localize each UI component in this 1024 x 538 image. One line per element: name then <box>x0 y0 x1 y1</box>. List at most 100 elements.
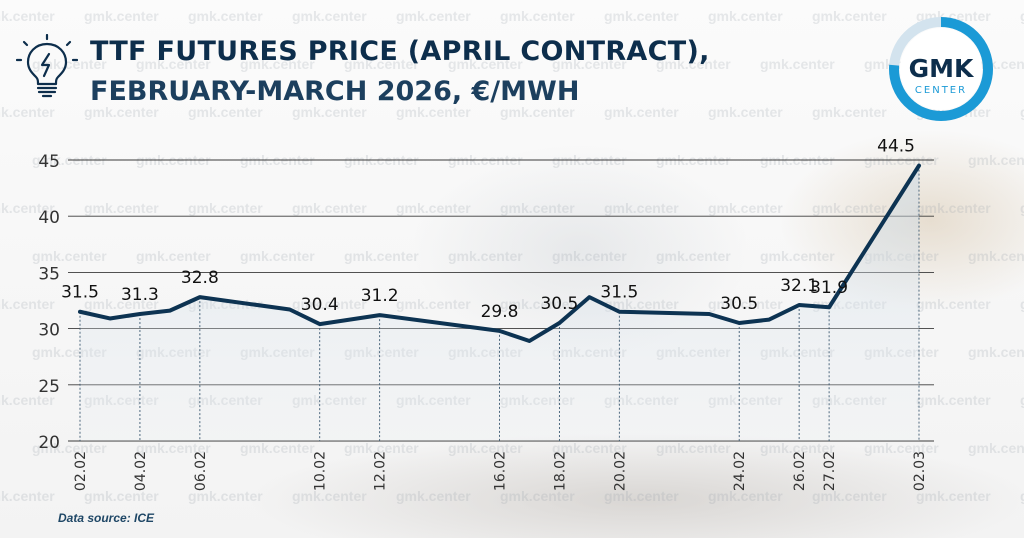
watermark-text: gmk.center <box>0 488 55 504</box>
watermark-text: gmk.center <box>136 248 211 264</box>
watermark-text: gmk.center <box>812 200 887 216</box>
watermark-text: gmk.center <box>136 56 211 72</box>
x-tick-label: 02.03 <box>912 451 928 491</box>
watermark-text: gmk.center <box>0 392 55 408</box>
watermark-text: gmk.center <box>188 8 263 24</box>
data-label: 30.5 <box>720 294 758 314</box>
watermark-text: gmk.center <box>396 200 471 216</box>
data-label: 32.1 <box>780 276 818 296</box>
watermark-text: gmk.center <box>604 488 679 504</box>
data-label: 31.3 <box>121 285 159 305</box>
watermark-text: gmk.center <box>812 104 887 120</box>
watermark-text: gmk.center <box>32 56 107 72</box>
y-tick-label: 40 <box>38 208 60 228</box>
y-tick-label: 30 <box>38 321 60 341</box>
watermark-text: gmk.center <box>1020 392 1024 408</box>
x-tick-label: 26.02 <box>792 451 808 491</box>
watermark-text: gmk.center <box>188 104 263 120</box>
watermark-text: gmk.center <box>292 8 367 24</box>
watermark-text: gmk.center <box>760 56 835 72</box>
watermark-text: gmk.center <box>84 8 159 24</box>
watermark-text: gmk.center <box>448 248 523 264</box>
watermark-text: gmk.center <box>500 488 575 504</box>
y-tick-label: 20 <box>38 433 60 453</box>
watermark-text: gmk.center <box>1020 488 1024 504</box>
watermark-text: gmk.center <box>84 104 159 120</box>
chart-title: TTF FUTURES PRICE (APRIL CONTRACT), <box>90 36 710 67</box>
x-tick-label: 20.02 <box>612 451 628 491</box>
watermark-text: gmk.center <box>188 200 263 216</box>
watermark-text: gmk.center <box>292 488 367 504</box>
watermark-text: gmk.center <box>344 248 419 264</box>
x-tick-label: 27.02 <box>822 451 838 491</box>
watermark-text: gmk.center <box>604 200 679 216</box>
watermark-text: gmk.center <box>32 440 107 456</box>
watermark-text: gmk.center <box>812 8 887 24</box>
watermark-text: gmk.center <box>708 200 783 216</box>
watermark-text: gmk.center <box>84 488 159 504</box>
watermark-text: gmk.center <box>0 296 55 312</box>
data-label: 30.4 <box>301 295 339 315</box>
logo-text-center: CENTER <box>915 85 967 96</box>
watermark-text: gmk.center <box>916 488 991 504</box>
watermark-text: gmk.center <box>968 152 1024 168</box>
watermark-text: gmk.center <box>760 440 835 456</box>
chart-subtitle: FEBRUARY-MARCH 2026, €/MWH <box>90 76 580 107</box>
watermark-text: gmk.center <box>500 296 575 312</box>
watermark-text: gmk.center <box>240 248 315 264</box>
watermark-text: gmk.center <box>0 200 55 216</box>
watermark-text: gmk.center <box>188 488 263 504</box>
watermark-text: gmk.center <box>240 56 315 72</box>
watermark-text: gmk.center <box>500 200 575 216</box>
watermark-text: gmk.center <box>916 392 991 408</box>
watermark-text: gmk.center <box>656 440 731 456</box>
watermark-text: gmk.center <box>604 8 679 24</box>
watermark-text: gmk.center <box>708 296 783 312</box>
watermark-text: gmk.center <box>656 248 731 264</box>
watermark-text: gmk.center <box>760 248 835 264</box>
logo-text-gmk: GMK <box>909 54 975 83</box>
watermark-text: gmk.center <box>136 440 211 456</box>
data-label: 31.2 <box>361 286 399 306</box>
watermark-text: gmk.center <box>1020 8 1024 24</box>
watermark-text: gmk.center <box>396 296 471 312</box>
data-label: 29.8 <box>481 302 519 322</box>
watermark-text: gmk.center <box>32 248 107 264</box>
gmk-center-logo: GMK CENTER <box>889 17 993 121</box>
x-tick-label: 12.02 <box>373 451 389 491</box>
watermark-text: gmk.center <box>84 296 159 312</box>
watermark-text: gmk.center <box>916 296 991 312</box>
x-tick-label: 06.02 <box>193 451 209 491</box>
watermark-text: gmk.center <box>292 104 367 120</box>
x-tick-label: 02.02 <box>73 451 89 491</box>
watermark-text: gmk.center <box>396 8 471 24</box>
watermark-text: gmk.center <box>84 200 159 216</box>
x-tick-label: 18.02 <box>552 451 568 491</box>
watermark-text: gmk.center <box>500 104 575 120</box>
watermark-text: gmk.center <box>344 56 419 72</box>
watermark-text: gmk.center <box>448 56 523 72</box>
watermark-text: gmk.center <box>292 200 367 216</box>
watermark-text: gmk.center <box>1020 200 1024 216</box>
watermark-text: gmk.center <box>656 56 731 72</box>
watermark-text: gmk.center <box>0 8 55 24</box>
y-tick-label: 25 <box>38 377 60 397</box>
watermark-text: gmk.center <box>500 8 575 24</box>
watermark-text: gmk.center <box>708 488 783 504</box>
watermark-text: gmk.center <box>1020 104 1024 120</box>
watermark-text: gmk.center <box>552 56 627 72</box>
data-label: 31.5 <box>600 283 638 303</box>
watermark-text: gmk.center <box>0 104 55 120</box>
lightbulb-icon <box>16 34 78 98</box>
watermark-text: gmk.center <box>1020 296 1024 312</box>
watermark-text: gmk.center <box>344 440 419 456</box>
data-source-note: Data source: ICE <box>58 511 155 525</box>
watermark-text: gmk.center <box>968 248 1024 264</box>
y-tick-label: 45 <box>38 152 60 172</box>
watermark-text: gmk.center <box>812 488 887 504</box>
watermark-text: gmk.center <box>968 56 1024 72</box>
watermark-text: gmk.center <box>968 440 1024 456</box>
watermark-text: gmk.center <box>864 440 939 456</box>
x-tick-label: 04.02 <box>133 451 149 491</box>
